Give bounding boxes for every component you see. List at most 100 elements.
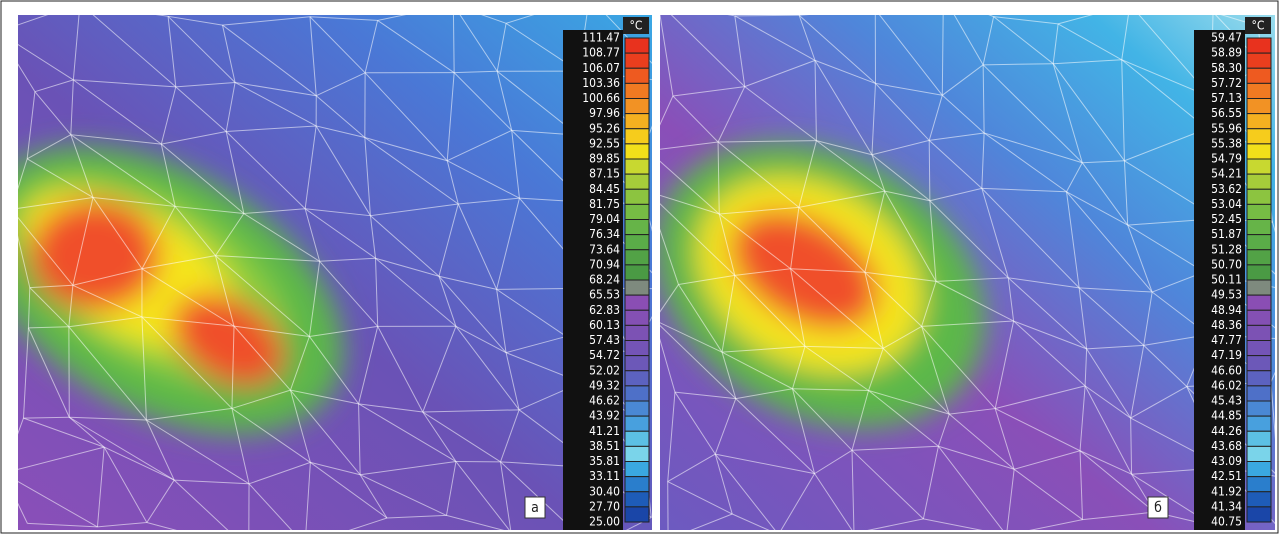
scale-swatch [625,174,649,189]
scale-label: 79.04 [589,212,620,226]
scale-swatch [625,386,649,401]
page: °C111.47108.77106.07103.36100.6697.9695.… [0,0,1279,534]
scale-label: 57.13 [1211,91,1242,105]
scale-label: 51.87 [1211,227,1242,241]
scale-swatch [1247,492,1271,507]
scale-label: 50.70 [1211,257,1242,271]
scale-label: 65.53 [589,288,620,302]
scale-swatch [625,265,649,280]
scale-label: 51.28 [1211,242,1242,256]
scale-label: 53.62 [1211,182,1242,196]
scale-label: 44.85 [1211,409,1242,423]
scale-swatch [1247,250,1271,265]
scale-swatch [625,220,649,235]
scale-swatch [1247,53,1271,68]
scale-swatch [625,462,649,477]
scale-swatch [625,204,649,219]
scale-label: 70.94 [589,257,620,271]
scale-label: 43.92 [589,409,620,423]
mesh-line [943,0,993,17]
scale-label: 30.40 [589,484,620,498]
scale-label: 42.51 [1211,469,1242,483]
scale-label: 111.47 [582,31,620,45]
scale-label: 100.66 [582,91,620,105]
scale-label: 25.00 [589,515,620,529]
scale-label: 56.55 [1211,106,1242,120]
scale-label: 43.09 [1211,454,1242,468]
scale-swatch [625,189,649,204]
scale-label: 47.77 [1211,333,1242,347]
scale-swatch [1247,280,1271,295]
mesh-line [799,9,875,15]
scale-swatch [1247,265,1271,280]
scale-swatch [1247,507,1271,522]
scale-swatch [625,144,649,159]
scale-label: 103.36 [582,76,620,90]
scale-swatch [1247,99,1271,114]
scale-swatch [1247,204,1271,219]
scale-label: 41.21 [589,424,620,438]
scale-swatch [1247,129,1271,144]
scale-swatch [625,310,649,325]
scale-label: 92.55 [589,136,620,150]
scale-swatch [625,431,649,446]
scale-swatch [1247,356,1271,371]
scale-swatch [625,507,649,522]
scale-label: 45.43 [1211,394,1242,408]
mesh-line [658,2,735,16]
scale-swatch [625,68,649,83]
scale-swatch [625,356,649,371]
scale-swatch [625,53,649,68]
scale-label: 58.89 [1211,46,1242,60]
scale-swatch [625,235,649,250]
figure: °C111.47108.77106.07103.36100.6697.9695.… [0,0,1279,534]
scale-label: 87.15 [589,167,620,181]
scale-label: 46.60 [1211,363,1242,377]
scale-label: 33.11 [589,469,620,483]
scale-swatch [1247,38,1271,53]
scale-swatch [625,159,649,174]
scale-label: 48.94 [1211,303,1242,317]
unit: °C [1252,19,1265,33]
scale-label: 49.53 [1211,288,1242,302]
scale-swatch [625,83,649,98]
scale-swatch [625,99,649,114]
scale-label: 46.02 [1211,378,1242,392]
scale-label: 81.75 [589,197,620,211]
scale-label: 50.11 [1211,273,1242,287]
scale-label: 38.51 [589,439,620,453]
scale-swatch [625,250,649,265]
scale-swatch [1247,446,1271,461]
mesh-line [589,0,659,14]
scale-swatch [625,295,649,310]
scale-swatch [625,446,649,461]
scale-swatch [1247,174,1271,189]
scale-label: 52.45 [1211,212,1242,226]
scale-swatch [1247,83,1271,98]
scale-label: 41.34 [1211,499,1242,513]
scale-swatch [1247,310,1271,325]
scale-swatch [1247,416,1271,431]
scale-label: 62.83 [589,303,620,317]
scale-swatch [1247,235,1271,250]
scale-label: 35.81 [589,454,620,468]
scale-label: 55.96 [1211,121,1242,135]
scale-swatch [625,401,649,416]
scale-swatch [625,280,649,295]
scale-swatch [1247,431,1271,446]
scale-swatch [1247,462,1271,477]
scale-label: 76.34 [589,227,620,241]
scale-swatch [1247,401,1271,416]
scale-swatch [625,492,649,507]
scale-label: 52.02 [589,363,620,377]
scale-swatch [1247,477,1271,492]
scale-swatch [1247,220,1271,235]
mesh-line [735,15,799,16]
scale-label: 41.92 [1211,484,1242,498]
unit: °C [630,19,643,33]
scale-swatch [1247,114,1271,129]
scale-swatch [1247,325,1271,340]
scale-swatch [625,38,649,53]
scale-label: 55.38 [1211,136,1242,150]
thermal-map-b [603,0,1279,534]
